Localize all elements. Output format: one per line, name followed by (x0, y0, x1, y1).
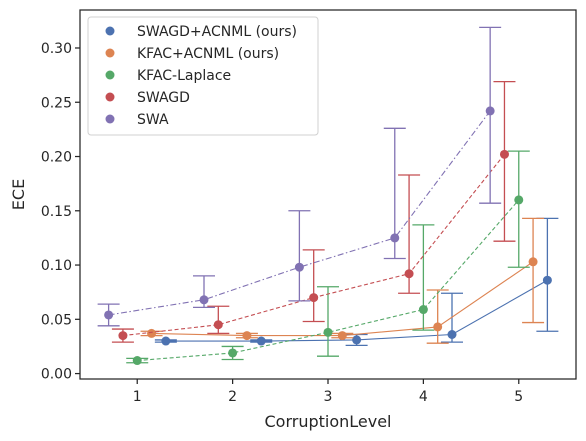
legend: SWAGD+ACNML (ours) KFAC+ACNML (ours) KFAC-… (87, 16, 319, 136)
y-tick-label: 0.10 (41, 258, 72, 274)
series-kfac-acnml-ours- (140, 217, 545, 344)
data-point (309, 293, 319, 303)
legend-item: KFAC+ACNML (ours) (105, 46, 279, 62)
data-point (447, 330, 457, 340)
series-layer (97, 26, 559, 366)
series-swagd-acnml-ours- (154, 217, 559, 347)
legend-marker (105, 92, 115, 102)
data-point (256, 336, 266, 346)
data-point (528, 257, 538, 267)
data-point (433, 322, 443, 332)
axis-ticks: 1 2 3 4 5 0.00 0.05 0.10 0.15 0.20 0.25 0.30 (41, 41, 523, 405)
data-point (294, 262, 304, 272)
data-point (118, 331, 128, 341)
data-point (213, 320, 223, 330)
x-tick-label: 2 (228, 389, 237, 405)
y-tick-label: 0.00 (41, 367, 72, 383)
data-point (132, 356, 142, 366)
series-line (137, 199, 520, 362)
legend-item: SWA (105, 112, 169, 128)
series-swa (97, 26, 502, 327)
x-tick-label: 5 (514, 389, 523, 405)
data-point (485, 106, 495, 116)
series-kfac-laplace (126, 150, 530, 366)
data-point (390, 233, 400, 243)
data-point (542, 275, 552, 285)
data-point (499, 149, 509, 159)
data-point (104, 310, 114, 320)
series-swagd (111, 80, 516, 343)
legend-label: KFAC-Laplace (137, 68, 231, 84)
data-point (514, 195, 524, 205)
x-tick-label: 4 (419, 389, 428, 405)
y-tick-label: 0.15 (41, 204, 72, 220)
y-axis-label: ECE (9, 179, 28, 210)
legend-marker (105, 26, 115, 36)
data-point (161, 336, 171, 346)
y-tick-label: 0.30 (41, 41, 72, 57)
x-tick-label: 3 (324, 389, 333, 405)
data-point (352, 335, 362, 345)
legend-label: SWA (137, 112, 169, 128)
data-point (323, 327, 333, 337)
data-point (199, 295, 209, 305)
legend-item: SWAGD+ACNML (ours) (105, 24, 297, 40)
data-point (228, 348, 238, 358)
legend-item: KFAC-Laplace (105, 68, 231, 84)
data-point (418, 305, 428, 315)
legend-label: KFAC+ACNML (ours) (137, 46, 279, 62)
legend-marker (105, 48, 115, 58)
y-tick-label: 0.20 (41, 150, 72, 166)
legend-box (87, 16, 319, 136)
legend-marker (105, 114, 115, 124)
data-point (242, 331, 252, 341)
data-point (337, 331, 347, 341)
legend-item: SWAGD (105, 90, 190, 106)
y-tick-label: 0.25 (41, 95, 72, 111)
y-tick-label: 0.05 (41, 312, 72, 328)
data-point (404, 269, 414, 279)
legend-label: SWAGD (137, 90, 190, 106)
data-point (147, 328, 157, 338)
legend-marker (105, 70, 115, 80)
legend-label: SWAGD+ACNML (ours) (137, 24, 297, 40)
x-axis-label: CorruptionLevel (264, 412, 391, 431)
x-tick-label: 1 (133, 389, 142, 405)
